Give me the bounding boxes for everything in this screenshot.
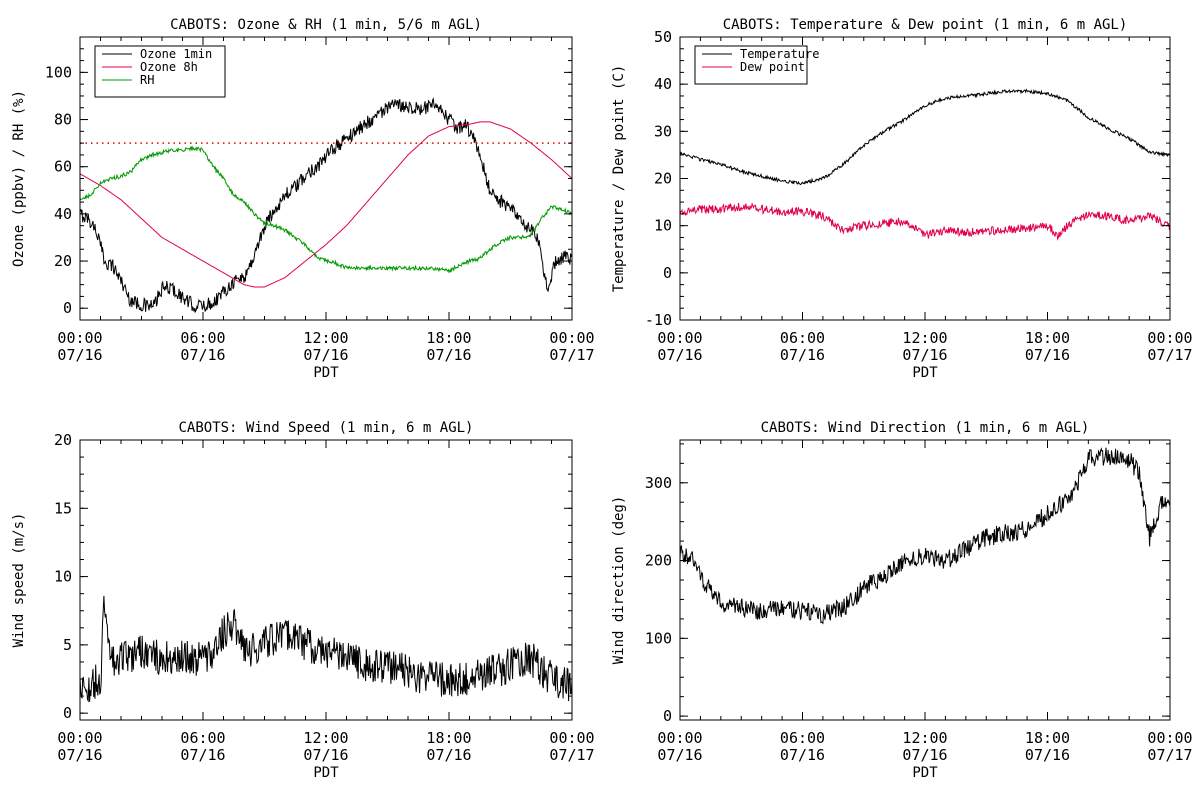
chart-wind-direction: CABOTS: Wind Direction (1 min, 6 m AGL) 0… bbox=[611, 420, 1193, 781]
series-line-temperature bbox=[680, 88, 1170, 186]
y-tick-label: 0 bbox=[663, 264, 672, 282]
x-tick-label-time: 06:00 bbox=[780, 329, 825, 347]
x-tick-label-date: 07/16 bbox=[902, 346, 947, 364]
x-tick-label-time: 00:00 bbox=[57, 729, 102, 747]
series-line-rh bbox=[80, 146, 572, 274]
legend-entry: Temperature bbox=[740, 47, 819, 61]
x-axis-label: PDT bbox=[313, 765, 339, 781]
series-line bbox=[80, 595, 572, 703]
y-axis-label: Wind speed (m/s) bbox=[11, 513, 27, 648]
y-tick-label: 40 bbox=[654, 75, 672, 93]
chart-title: CABOTS: Wind Direction (1 min, 6 m AGL) bbox=[761, 420, 1090, 436]
y-tick-label: 5 bbox=[63, 636, 72, 654]
chart-ozone-rh: CABOTS: Ozone & RH (1 min, 5/6 m AGL) 0 20… bbox=[11, 17, 595, 381]
y-tick-label: 200 bbox=[645, 552, 672, 570]
y-tick-label: 15 bbox=[54, 499, 72, 517]
x-tick-label-date: 07/16 bbox=[1025, 346, 1070, 364]
series-line-ozone-1min bbox=[80, 97, 572, 314]
chart-title: CABOTS: Ozone & RH (1 min, 5/6 m AGL) bbox=[170, 17, 482, 33]
x-tick-label-time: 06:00 bbox=[180, 329, 225, 347]
y-tick-label: 40 bbox=[54, 205, 72, 223]
y-tick-label: 0 bbox=[63, 299, 72, 317]
x-tick-label-time: 00:00 bbox=[1147, 329, 1192, 347]
y-tick-label: 20 bbox=[654, 170, 672, 188]
x-axis-label: PDT bbox=[912, 365, 938, 381]
chart-title: CABOTS: Wind Speed (1 min, 6 m AGL) bbox=[178, 420, 473, 436]
y-tick-label: -10 bbox=[645, 311, 672, 329]
x-tick-label-date: 07/16 bbox=[780, 346, 825, 364]
y-tick-label: 60 bbox=[54, 158, 72, 176]
series-line bbox=[680, 447, 1170, 625]
x-tick-label-date: 07/16 bbox=[657, 746, 702, 764]
y-tick-label: 20 bbox=[54, 252, 72, 270]
y-tick-label: 100 bbox=[45, 63, 72, 81]
y-tick-label: 0 bbox=[63, 704, 72, 722]
x-tick-label-date: 07/16 bbox=[426, 346, 471, 364]
x-tick-label-date: 07/16 bbox=[180, 746, 225, 764]
y-tick-label: 30 bbox=[654, 122, 672, 140]
x-tick-label-time: 12:00 bbox=[902, 329, 947, 347]
x-tick-label-date: 07/16 bbox=[902, 746, 947, 764]
x-tick-label-time: 18:00 bbox=[426, 729, 471, 747]
x-tick-label-date: 07/16 bbox=[657, 346, 702, 364]
y-tick-label: 50 bbox=[654, 28, 672, 46]
x-tick-label-time: 00:00 bbox=[549, 729, 594, 747]
x-tick-label-time: 12:00 bbox=[303, 729, 348, 747]
x-tick-label-time: 00:00 bbox=[549, 329, 594, 347]
x-tick-label-time: 06:00 bbox=[180, 729, 225, 747]
x-tick-label-time: 00:00 bbox=[657, 729, 702, 747]
x-tick-label-date: 07/17 bbox=[1147, 346, 1192, 364]
legend-entry: RH bbox=[140, 73, 154, 87]
x-tick-label-date: 07/16 bbox=[303, 746, 348, 764]
x-tick-label-date: 07/16 bbox=[780, 746, 825, 764]
x-tick-label-date: 07/16 bbox=[180, 346, 225, 364]
x-tick-label-time: 00:00 bbox=[57, 329, 102, 347]
x-axis-label: PDT bbox=[313, 365, 339, 381]
legend-entry: Ozone 8h bbox=[140, 60, 198, 74]
series-line-dew-point bbox=[680, 201, 1170, 241]
x-tick-label-time: 06:00 bbox=[780, 729, 825, 747]
x-tick-label-time: 00:00 bbox=[1147, 729, 1192, 747]
y-axis-label: Wind direction (deg) bbox=[611, 496, 627, 665]
y-tick-label: 80 bbox=[54, 111, 72, 129]
legend-entry: Ozone 1min bbox=[140, 47, 212, 61]
chart-wind-speed: CABOTS: Wind Speed (1 min, 6 m AGL) 0 5 10 1… bbox=[11, 420, 595, 781]
y-tick-label: 20 bbox=[54, 431, 72, 449]
chart-title: CABOTS: Temperature & Dew point (1 min, … bbox=[723, 17, 1128, 33]
x-tick-label-date: 07/16 bbox=[57, 346, 102, 364]
x-tick-label-date: 07/16 bbox=[303, 346, 348, 364]
x-tick-label-date: 07/17 bbox=[1147, 746, 1192, 764]
x-tick-label-date: 07/16 bbox=[426, 746, 471, 764]
x-tick-label-time: 18:00 bbox=[1025, 729, 1070, 747]
x-tick-label-time: 12:00 bbox=[902, 729, 947, 747]
plot-frame bbox=[79, 439, 573, 721]
x-tick-label-date: 07/16 bbox=[1025, 746, 1070, 764]
y-axis-label: Temperature / Dew point (C) bbox=[611, 65, 627, 293]
series-line-ozone-8h bbox=[80, 121, 572, 288]
x-tick-label-time: 18:00 bbox=[426, 329, 471, 347]
legend-entry: Dew point bbox=[740, 60, 805, 74]
x-tick-label-date: 07/17 bbox=[549, 746, 594, 764]
x-tick-label-time: 00:00 bbox=[657, 329, 702, 347]
y-tick-label: 100 bbox=[645, 629, 672, 647]
plot-frame bbox=[679, 439, 1171, 721]
x-axis-label: PDT bbox=[912, 765, 938, 781]
y-tick-label: 10 bbox=[54, 568, 72, 586]
chart-temperature-dewpoint: CABOTS: Temperature & Dew point (1 min, … bbox=[611, 17, 1193, 381]
x-tick-label-time: 18:00 bbox=[1025, 329, 1070, 347]
x-tick-label-time: 12:00 bbox=[303, 329, 348, 347]
y-tick-label: 0 bbox=[663, 707, 672, 725]
y-tick-label: 10 bbox=[654, 217, 672, 235]
y-axis-label: Ozone (ppbv) / RH (%) bbox=[11, 90, 27, 267]
x-tick-label-date: 07/17 bbox=[549, 346, 594, 364]
y-tick-label: 300 bbox=[645, 474, 672, 492]
x-tick-label-date: 07/16 bbox=[57, 746, 102, 764]
